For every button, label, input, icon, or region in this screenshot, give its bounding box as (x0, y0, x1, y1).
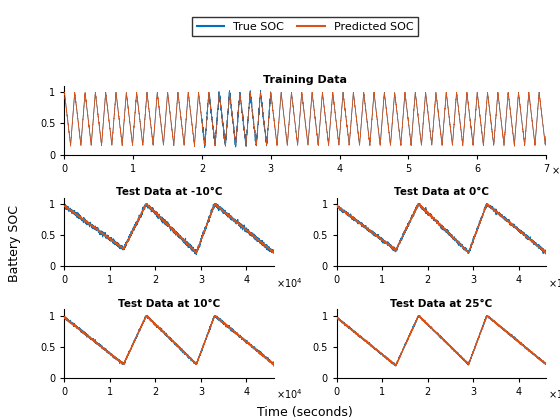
Text: $\times10^4$: $\times10^4$ (276, 276, 302, 290)
Title: Test Data at -10°C: Test Data at -10°C (116, 187, 222, 197)
Text: $\times10^4$: $\times10^4$ (548, 276, 560, 290)
Legend: True SOC, Predicted SOC: True SOC, Predicted SOC (192, 17, 418, 36)
Text: Battery SOC: Battery SOC (8, 205, 21, 282)
Text: $\times10^4$: $\times10^4$ (548, 388, 560, 402)
Title: Test Data at 10°C: Test Data at 10°C (118, 299, 220, 309)
Text: Time (seconds): Time (seconds) (258, 406, 353, 419)
Text: $\times10^5$: $\times10^5$ (551, 163, 560, 177)
Title: Test Data at 0°C: Test Data at 0°C (394, 187, 489, 197)
Title: Test Data at 25°C: Test Data at 25°C (390, 299, 492, 309)
Text: $\times10^4$: $\times10^4$ (276, 388, 302, 402)
Title: Training Data: Training Data (263, 75, 347, 85)
